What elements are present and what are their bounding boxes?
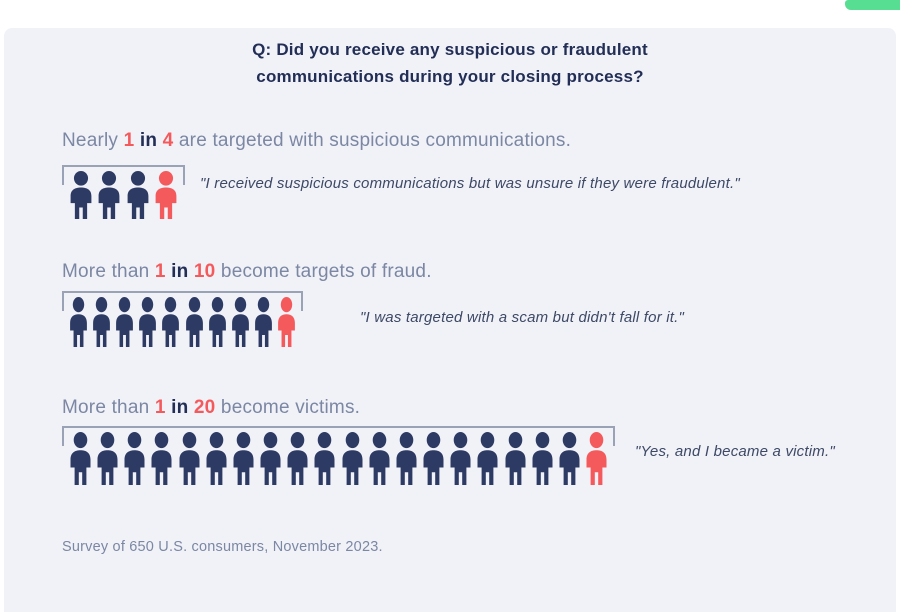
person-icon bbox=[258, 432, 283, 485]
person-icon bbox=[114, 297, 135, 347]
stat-text: are targeted with suspicious communicati… bbox=[178, 130, 572, 151]
person-icon bbox=[503, 432, 528, 485]
person-icon bbox=[285, 432, 310, 485]
quote-text-2: "I was targeted with a scam but didn't f… bbox=[360, 309, 685, 326]
stat-headline-2: More than 1 in 10 become targets of frau… bbox=[62, 261, 432, 283]
person-icon bbox=[394, 432, 419, 485]
stat-number: 10 bbox=[193, 261, 216, 282]
quote-text-3: "Yes, and I became a victim." bbox=[635, 443, 835, 460]
person-icon bbox=[276, 297, 297, 347]
person-icon bbox=[557, 432, 582, 485]
person-icon bbox=[253, 297, 274, 347]
person-icon-row bbox=[62, 291, 303, 347]
stat-number: 4 bbox=[162, 130, 174, 151]
stat-number: 1 bbox=[123, 130, 135, 151]
person-icon bbox=[475, 432, 500, 485]
person-icon bbox=[584, 432, 609, 485]
stat-conjunction: in bbox=[171, 261, 189, 282]
person-icon-row bbox=[62, 165, 185, 219]
person-icon bbox=[448, 432, 473, 485]
person-icon bbox=[68, 171, 94, 219]
person-icon bbox=[68, 432, 93, 485]
stat-text: More than bbox=[62, 261, 150, 282]
survey-results-panel: Q: Did you receive any suspicious or fra… bbox=[4, 28, 896, 612]
person-icon bbox=[421, 432, 446, 485]
person-icon bbox=[125, 171, 151, 219]
person-icon bbox=[204, 432, 229, 485]
person-icon bbox=[231, 432, 256, 485]
question-title: Q: Did you receive any suspicious or fra… bbox=[4, 36, 896, 90]
person-icon bbox=[95, 432, 120, 485]
stat-text: become victims. bbox=[220, 397, 361, 418]
stat-text: become targets of fraud. bbox=[220, 261, 432, 282]
person-icon bbox=[153, 171, 179, 219]
stat-text: Nearly bbox=[62, 130, 119, 151]
person-icon bbox=[68, 297, 89, 347]
pictogram-group-1 bbox=[62, 165, 185, 219]
person-icon bbox=[96, 171, 122, 219]
person-icon bbox=[137, 297, 158, 347]
person-icon bbox=[122, 432, 147, 485]
survey-footnote: Survey of 650 U.S. consumers, November 2… bbox=[62, 539, 383, 555]
person-icon bbox=[230, 297, 251, 347]
stat-number: 20 bbox=[193, 397, 216, 418]
person-icon bbox=[530, 432, 555, 485]
pictogram-group-3 bbox=[62, 426, 615, 485]
person-icon bbox=[184, 297, 205, 347]
stat-headline-3: More than 1 in 20 become victims. bbox=[62, 397, 360, 419]
person-icon bbox=[312, 432, 337, 485]
person-icon bbox=[367, 432, 392, 485]
person-icon bbox=[160, 297, 181, 347]
person-icon bbox=[91, 297, 112, 347]
green-accent-tab[interactable] bbox=[845, 0, 900, 10]
bracket bbox=[62, 165, 185, 185]
question-title-line1: Q: Did you receive any suspicious or fra… bbox=[252, 40, 648, 59]
stat-number: 1 bbox=[154, 261, 166, 282]
person-icon bbox=[207, 297, 228, 347]
pictogram-group-2 bbox=[62, 291, 303, 347]
bracket bbox=[62, 291, 303, 311]
person-icon bbox=[340, 432, 365, 485]
stat-conjunction: in bbox=[171, 397, 189, 418]
person-icon-row bbox=[62, 426, 615, 485]
person-icon bbox=[149, 432, 174, 485]
question-title-line2: communications during your closing proce… bbox=[256, 67, 644, 86]
stat-number: 1 bbox=[154, 397, 166, 418]
quote-text-1: "I received suspicious communications bu… bbox=[200, 175, 740, 192]
stat-conjunction: in bbox=[139, 130, 158, 151]
stat-text: More than bbox=[62, 397, 150, 418]
bracket bbox=[62, 426, 615, 446]
stat-headline-1: Nearly 1 in 4 are targeted with suspicio… bbox=[62, 130, 571, 152]
person-icon bbox=[177, 432, 202, 485]
